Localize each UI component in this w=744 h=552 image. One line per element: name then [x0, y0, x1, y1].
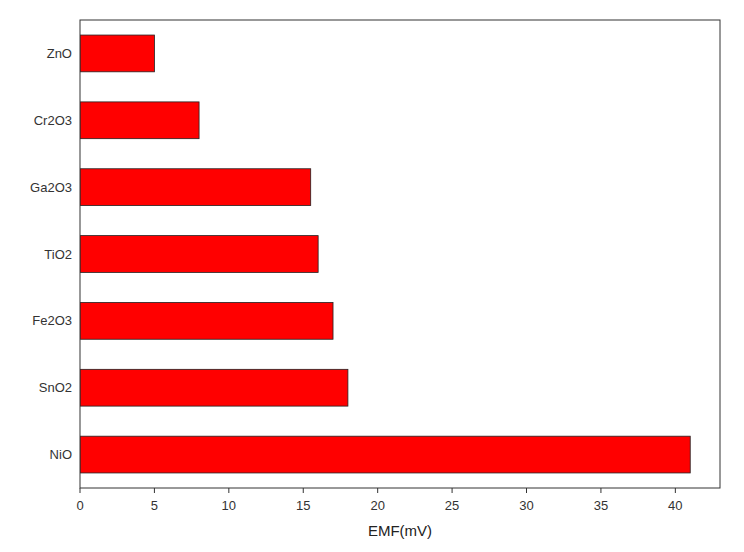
- x-tick: [526, 488, 527, 493]
- y-tick-label: Cr2O3: [34, 113, 72, 128]
- x-tick: [228, 488, 229, 493]
- x-tick: [675, 488, 676, 493]
- x-tick-label: 40: [668, 498, 682, 513]
- x-tick: [303, 488, 304, 493]
- bar: [80, 436, 690, 473]
- x-tick: [600, 488, 601, 493]
- x-tick: [377, 488, 378, 493]
- x-tick-label: 10: [222, 498, 236, 513]
- x-axis-label: EMF(mV): [368, 522, 432, 539]
- y-tick-label: SnO2: [39, 380, 72, 395]
- x-tick: [80, 488, 81, 493]
- x-tick-label: 20: [370, 498, 384, 513]
- bar: [80, 102, 199, 139]
- plot-frame: [80, 20, 720, 488]
- chart-svg: 0 5 10 15 20 25 30 35 40 NiO SnO2 Fe2O3 TiO2 Ga2O3 Cr2…: [0, 0, 744, 552]
- bar: [80, 35, 154, 72]
- x-tick-label: 30: [519, 498, 533, 513]
- y-tick-label: ZnO: [47, 46, 72, 61]
- x-tick-label: 5: [151, 498, 158, 513]
- x-tick-label: 35: [594, 498, 608, 513]
- y-tick-label: Fe2O3: [32, 313, 72, 328]
- y-tick-label: TiO2: [44, 247, 72, 262]
- x-tick-label: 0: [76, 498, 83, 513]
- y-tick-label: NiO: [50, 447, 72, 462]
- bar: [80, 302, 333, 339]
- x-tick: [452, 488, 453, 493]
- bar: [80, 169, 311, 206]
- bar: [80, 236, 318, 273]
- chart-container: 0 5 10 15 20 25 30 35 40 NiO SnO2 Fe2O3 TiO2 Ga2O3 Cr2…: [0, 0, 744, 552]
- y-tick-label: Ga2O3: [30, 180, 72, 195]
- bar: [80, 369, 348, 406]
- bars: [80, 35, 690, 473]
- x-tick: [154, 488, 155, 493]
- x-tick-label: 15: [296, 498, 310, 513]
- x-tick-label: 25: [445, 498, 459, 513]
